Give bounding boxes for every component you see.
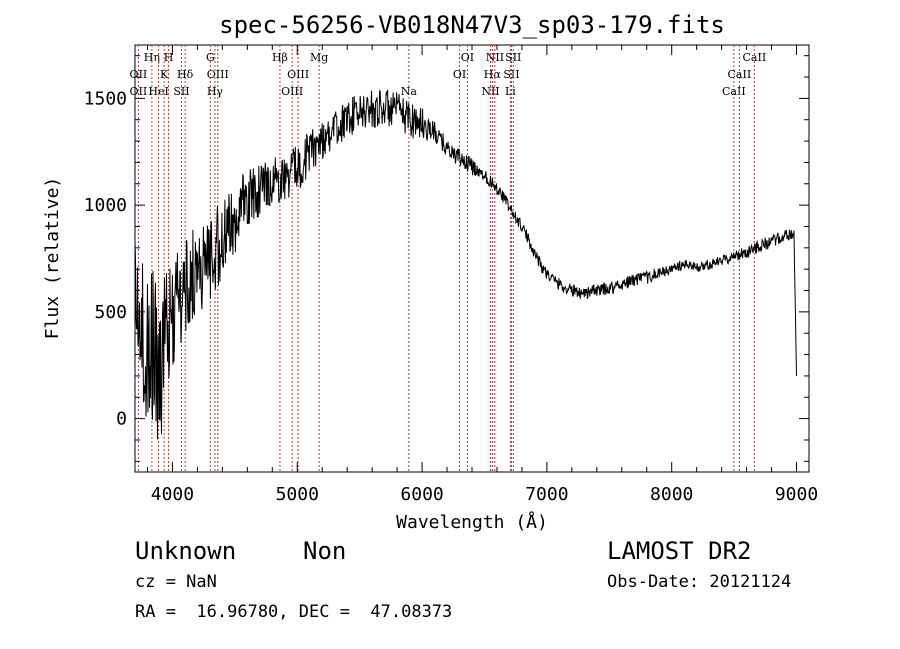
- spectral-line-label: OIII: [281, 85, 303, 98]
- spectral-line-label: Hδ: [177, 68, 194, 81]
- spectral-line-label: Hα: [484, 68, 502, 81]
- chart-title: spec-56256-VB018N47V3_sp03-179.fits: [219, 11, 725, 39]
- spectral-line-label: Hβ: [272, 51, 288, 64]
- y-tick-label: 1000: [84, 195, 127, 216]
- spectral-line-label: H: [164, 51, 174, 64]
- plot-frame: [134, 44, 810, 473]
- coordinates-label: RA = 16.96780, DEC = 47.08373: [135, 602, 453, 622]
- x-tick-label: 6000: [400, 484, 443, 505]
- spectral-line-label: HeI: [148, 85, 168, 98]
- x-tick-label: 7000: [525, 484, 568, 505]
- y-axis-label: Flux (relative): [42, 177, 63, 340]
- obs-date-label: Obs-Date: 20121124: [607, 572, 792, 592]
- spectral-line-label: OI: [461, 51, 474, 64]
- spectral-line-label: K: [160, 68, 169, 81]
- spectral-line-label: OII: [130, 68, 148, 81]
- subclass-label: Non: [303, 537, 347, 565]
- spectral-line-label: OIII: [287, 68, 309, 81]
- x-tick-label: 5000: [276, 484, 319, 505]
- x-axis-label: Wavelength (Å): [396, 511, 548, 533]
- y-tick-label: 0: [116, 409, 127, 430]
- spectral-line-label: NII: [486, 51, 504, 64]
- spectral-line-label: OII: [130, 85, 148, 98]
- spectral-line-label: Li: [505, 85, 516, 98]
- spectral-line-label: Mg: [310, 51, 328, 64]
- spectral-line-label: Hη: [144, 51, 160, 64]
- spectrum-series-line: [134, 89, 797, 440]
- spectral-line-label: CaII: [743, 51, 767, 64]
- spectral-line-label: NII: [481, 85, 499, 98]
- redshift-label: cz = NaN: [135, 572, 217, 592]
- spectral-line-label: SII: [503, 68, 519, 81]
- x-tick-label: 8000: [650, 484, 693, 505]
- x-tick-label: 4000: [151, 484, 194, 505]
- x-tick-label: 9000: [775, 484, 818, 505]
- classification-label: Unknown: [135, 537, 237, 565]
- spectral-line-label: OI: [453, 68, 466, 81]
- survey-label: LAMOST DR2: [607, 537, 752, 565]
- spectral-line-label: SII: [505, 51, 521, 64]
- spectral-line-label: SII: [173, 85, 189, 98]
- y-tick-label: 1500: [84, 88, 127, 109]
- spectral-line-label: G: [206, 51, 215, 64]
- axes: 4000 5000 6000 7000 8000 9000 0 500 1000 1500: [84, 45, 818, 505]
- spectral-line-label: OIII: [207, 68, 229, 81]
- spectral-line-label: Na: [401, 85, 418, 98]
- spectral-line-label: Hγ: [207, 85, 224, 98]
- spectral-line-label: CaII: [722, 85, 746, 98]
- spectral-line-label: CaII: [728, 68, 752, 81]
- y-tick-label: 500: [94, 302, 127, 323]
